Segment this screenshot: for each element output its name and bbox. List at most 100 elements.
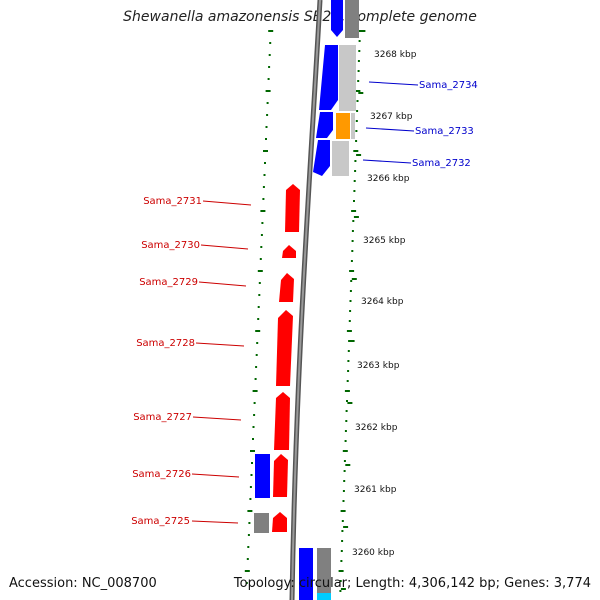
tick-mark [349,300,352,302]
gene-label-sama-2729[interactable]: Sama_2729 [139,277,198,288]
gray-feature-top [345,0,359,38]
tick-mark [339,590,342,592]
tick-mark [354,170,357,172]
scale-label-3261: 3261 kbp [354,485,397,495]
tick-mark [252,438,254,440]
leader-line-sama-2733 [365,127,415,132]
tick-mark [255,354,258,356]
tick-mark [251,462,253,464]
tick-mark [345,410,348,412]
tick-mark [253,402,256,404]
tick-mark [244,570,250,572]
tick-mark [342,450,348,452]
tick-mark [259,258,262,260]
scale-label-3266: 3266 kbp [367,174,410,184]
major-tick-mark [360,30,366,32]
reverse-gene-sama-2727 [274,392,290,450]
leader-line-sama-2730 [200,244,249,250]
tick-mark [344,390,350,392]
tick-mark [353,190,356,192]
tick-mark [268,54,271,56]
tick-mark [343,470,346,472]
tick-mark [341,530,344,532]
tick-mark [256,342,259,344]
tick-mark [357,60,360,62]
left-tick-ring [244,30,274,584]
tick-mark [254,378,257,380]
orange-feature [336,113,350,139]
forward-gene-sama-2733 [316,112,333,138]
tick-mark [248,522,251,524]
tick-mark [349,290,352,292]
reverse-gene-sama-2725 [272,512,287,532]
tick-mark [346,400,348,402]
tick-mark [349,270,355,272]
gene-label-sama-2730[interactable]: Sama_2730 [141,240,200,251]
tick-mark [257,318,260,320]
right-tick-ring [338,30,363,592]
forward-gene-sama-2726 [255,454,270,498]
gene-label-sama-2728[interactable]: Sama_2728 [136,338,195,349]
tick-mark [355,130,358,132]
tick-mark [350,260,353,262]
reverse-gene-sama-2730 [282,245,296,258]
leader-line-sama-2732 [362,159,412,164]
tick-mark [354,160,357,162]
tick-mark [347,370,350,372]
gene-label-sama-2731[interactable]: Sama_2731 [143,196,202,207]
scale-label-3268: 3268 kbp [374,50,417,60]
tick-mark [352,220,355,222]
gene-label-sama-2732[interactable]: Sama_2732 [412,158,471,169]
tick-mark [353,200,355,202]
tick-mark [257,270,263,272]
tick-mark [262,186,265,188]
tick-mark [357,70,360,72]
gray-feature-b [351,113,355,139]
major-tick-mark [347,402,353,404]
tick-mark [353,150,359,152]
tick-mark [263,150,268,152]
tick-mark [351,230,354,232]
tick-mark [267,78,270,80]
accession-text: Accession: NC_008700 [9,576,157,591]
tick-mark [344,440,347,442]
gene-label-sama-2725[interactable]: Sama_2725 [131,516,190,527]
tick-mark [247,546,250,548]
tick-mark [257,306,260,308]
tick-mark [347,350,350,352]
tick-mark [350,280,353,282]
tick-mark [252,426,255,428]
gray-feature-bottom [317,548,331,593]
tick-mark [246,558,249,560]
gene-label-sama-2733[interactable]: Sama_2733 [415,126,474,137]
tick-mark [347,360,350,362]
gray-feature-sama-2725 [254,513,269,533]
major-tick-mark [340,588,346,590]
tick-mark [265,126,268,128]
tick-mark [258,282,261,284]
tick-mark [346,380,349,382]
tick-mark [348,320,351,322]
gene-label-sama-2727[interactable]: Sama_2727 [133,412,192,423]
tick-mark [342,500,345,502]
map-title: Shewanella amazonensis SB2B, complete ge… [123,9,477,25]
tick-mark [351,240,354,242]
scale-label-3264: 3264 kbp [361,297,404,307]
tick-mark [346,330,352,332]
tick-mark [266,102,269,104]
tick-mark [344,430,347,432]
scale-label-3263: 3263 kbp [357,361,400,371]
gene-label-sama-2734[interactable]: Sama_2734 [419,80,478,91]
reverse-gene-sama-2726 [273,454,288,497]
forward-gene-sama-2734 [319,45,338,110]
scale-label-3262: 3262 kbp [355,423,398,433]
tick-mark [339,580,342,582]
forward-gene-sama-2732 [313,140,330,176]
leader-line-sama-2729 [198,281,247,287]
tick-mark [260,234,263,236]
reverse-gene-sama-2729 [279,273,294,302]
tick-mark [355,140,358,142]
tick-mark [247,510,253,512]
gene-label-sama-2726[interactable]: Sama_2726 [132,469,191,480]
tick-mark [252,390,258,392]
